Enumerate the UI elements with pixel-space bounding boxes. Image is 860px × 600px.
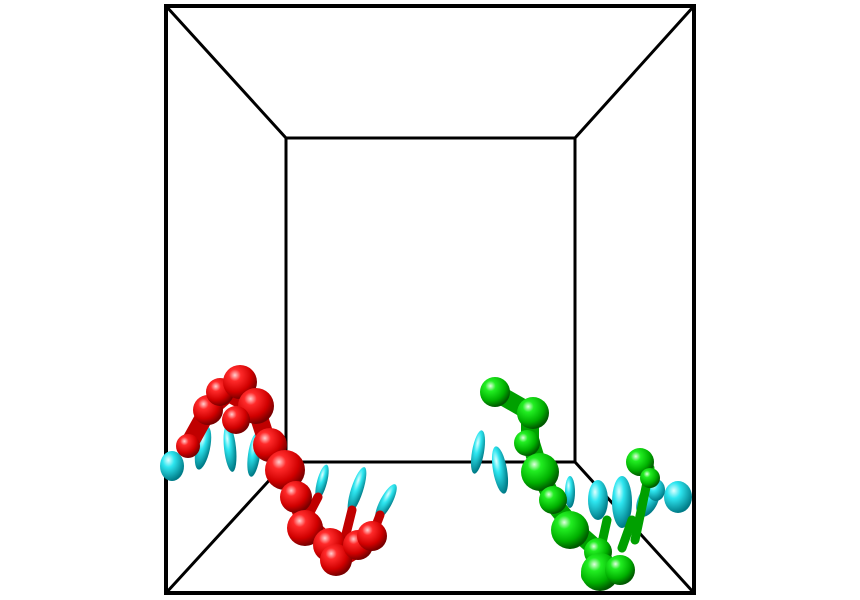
atom [521,453,559,491]
atom [605,555,635,585]
box-edge-top-left [164,4,288,140]
atom [480,377,510,407]
ellipsoid [347,467,367,513]
ellipsoid [664,481,692,513]
atom [514,430,540,456]
atom [551,511,589,549]
atom [265,450,305,490]
simulation-box [164,4,696,595]
atom [640,468,660,488]
atom [320,544,352,576]
ellipsoid [315,464,329,500]
ellipsoid [160,451,184,481]
ellipsoid [470,430,486,474]
box-back-face [284,136,577,464]
red-chain [176,365,387,576]
ellipsoid [491,446,509,494]
atom [539,486,567,514]
ellipsoid [588,480,608,520]
atom [287,510,323,546]
atom [222,406,250,434]
ellipsoid [565,476,575,508]
ellipsoid [223,424,237,472]
box-edge-bottom-left [164,460,288,595]
green-chain [480,377,660,591]
box-edge-top-right [573,4,696,140]
box-front-face [164,4,696,595]
atom [176,434,200,458]
atom [517,397,549,429]
atom [280,481,312,513]
atom [357,521,387,551]
ellipsoid [612,476,632,528]
